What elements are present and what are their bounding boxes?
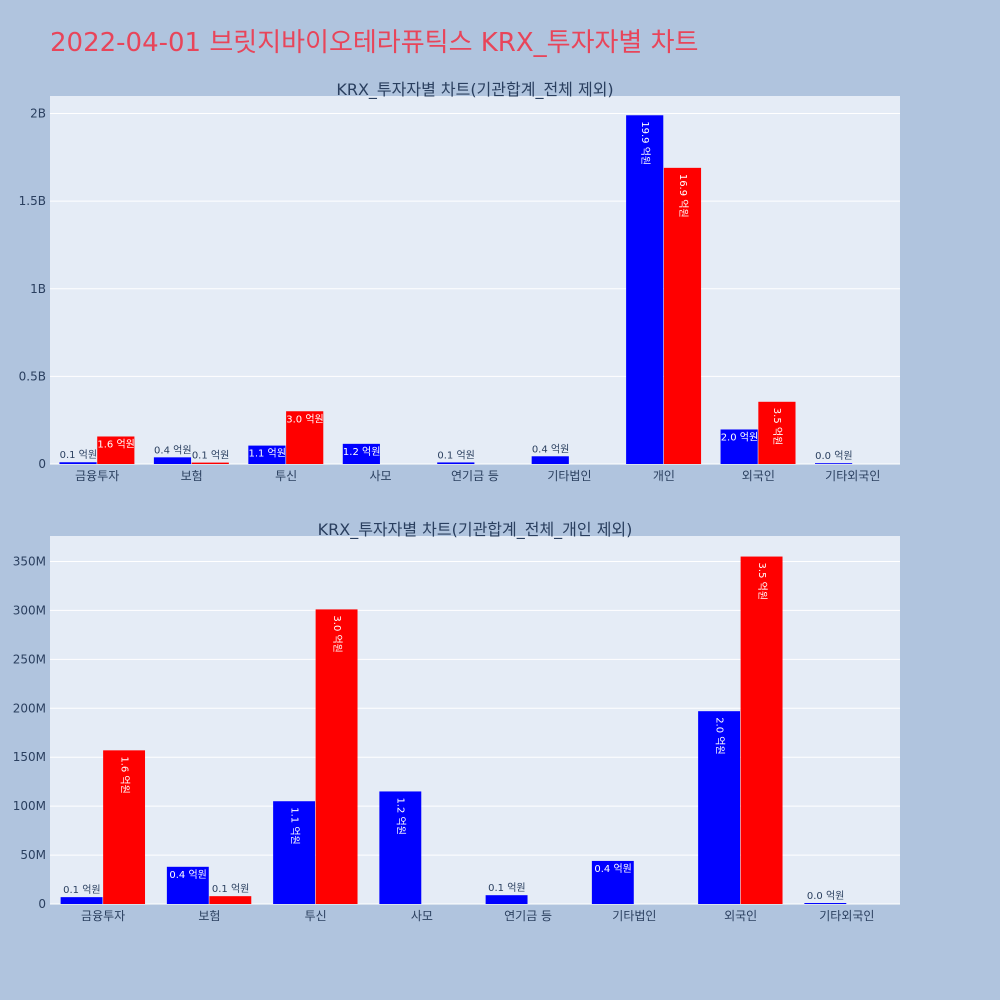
data-label: 1.2 억원 [343,446,380,458]
y-tick-label: 1.5B [19,194,46,208]
bar [379,791,422,904]
x-tick-label: 연기금 등 [451,469,499,483]
bar [698,711,741,904]
bar [663,167,702,464]
bar [191,462,229,464]
bar [166,866,209,904]
chart-top: KRX_투자자별 차트(기관합계_전체 제외) 0 0.5B 1B 1.5B 2B 금융투자… [19,80,900,483]
data-label: 0.1 억원 [63,884,100,896]
x-tick-label: 보험 [181,469,203,483]
bar [758,401,796,464]
y-tick-label: 1B [30,282,46,296]
data-label: 1.2 억원 [395,797,407,834]
data-label: 0.4 억원 [532,443,569,455]
bar [531,456,569,464]
data-label: 1.1 억원 [248,448,285,460]
x-tick-label: 기타법인 [547,469,591,483]
data-label: 0.1 억원 [437,449,474,461]
y-tick-label: 300M [13,603,46,617]
data-label: 0.1 억원 [488,882,525,894]
data-label: 2.0 억원 [713,717,725,754]
data-label: 0.0 억원 [815,450,852,462]
x-tick-label: 외국인 [742,469,775,483]
y-tick-label: 2B [30,107,46,121]
x-tick-label: 금융투자 [81,909,125,923]
bar [485,895,528,904]
data-label: 19.9 억원 [639,121,651,165]
bar [97,436,135,464]
bar [315,609,358,904]
bar [248,445,286,464]
chart-title: KRX_투자자별 차트(기관합계_전체 제외) [336,80,613,100]
chart-bottom: KRX_투자자별 차트(기관합계_전체_개인 제외) 0 50M 100M 150M 20… [13,520,900,923]
data-label: 0.4 억원 [594,863,631,875]
x-tick-label: 연기금 등 [504,909,552,923]
data-label: 2.0 억원 [721,431,758,443]
y-tick-label: 0 [38,897,46,911]
data-label: 0.4 억원 [169,869,206,881]
y-tick-label: 50M [20,848,46,862]
bar [437,462,475,464]
x-tick-label: 개인 [653,469,675,483]
x-tick-label: 보험 [198,909,220,923]
data-label: 0.1 억원 [60,449,97,461]
data-label: 1.1 억원 [288,807,300,844]
bar [60,897,103,904]
data-label: 3.5 억원 [771,408,783,445]
data-label: 1.6 억원 [118,756,130,793]
bar [804,903,847,904]
y-tick-label: 0.5B [19,369,46,383]
y-tick-label: 350M [13,554,46,568]
bar [591,860,634,904]
y-tick-label: 200M [13,701,46,715]
data-label: 3.0 억원 [331,615,343,652]
x-tick-label: 기타외국인 [819,909,874,923]
chart-title: KRX_투자자별 차트(기관합계_전체_개인 제외) [318,520,633,540]
bar [626,115,664,465]
data-label: 16.9 억원 [677,174,689,218]
data-label: 0.1 억원 [212,883,249,895]
bar [740,556,783,904]
data-label: 3.5 억원 [756,563,768,600]
bar [103,750,146,904]
x-tick-label: 기타법인 [612,909,656,923]
bar [273,801,316,904]
y-tick-label: 250M [13,652,46,666]
page-title: 2022-04-01 브릿지바이오테라퓨틱스 KRX_투자자별 차트 [50,28,699,58]
x-tick-label: 사모 [370,469,392,483]
x-tick-label: 금융투자 [75,469,119,483]
bar [342,443,380,464]
x-tick-label: 사모 [411,909,433,923]
y-tick-label: 0 [38,457,46,471]
bar [209,896,252,904]
bar [153,457,192,464]
y-tick-label: 100M [13,799,46,813]
x-tick-label: 투신 [275,469,297,483]
data-label: 1.6 억원 [97,438,134,450]
data-label: 0.0 억원 [807,890,844,902]
data-label: 0.4 억원 [154,444,191,456]
x-tick-label: 외국인 [724,909,757,923]
bar [59,462,97,464]
bar [815,463,853,464]
data-label: 0.1 억원 [192,450,229,462]
x-tick-label: 투신 [305,909,327,923]
y-tick-label: 150M [13,750,46,764]
data-label: 3.0 억원 [286,413,323,425]
bar [720,429,758,464]
bar [286,411,324,464]
x-tick-label: 기타외국인 [825,469,880,483]
